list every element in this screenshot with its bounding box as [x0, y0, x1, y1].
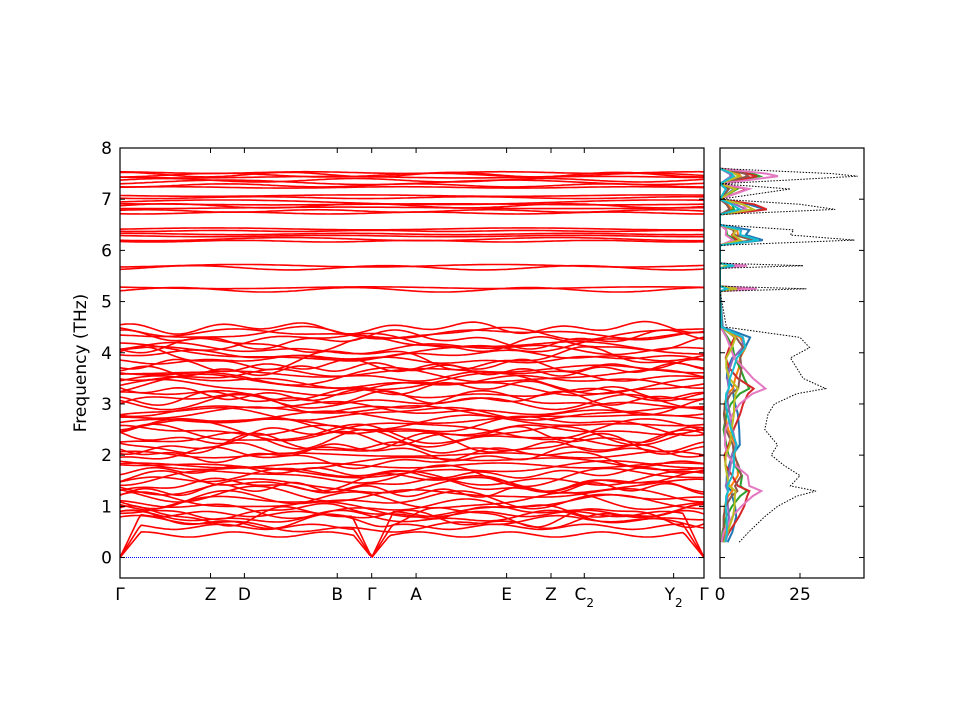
y-tick-label: 1 — [101, 497, 112, 517]
acoustic-branch — [120, 523, 704, 559]
phonon-band — [120, 460, 704, 479]
high-symmetry-label: D — [238, 585, 251, 605]
dos-lines — [720, 167, 858, 543]
phonon-band — [120, 329, 704, 350]
phonon-band — [120, 349, 704, 362]
high-symmetry-label: Γ — [367, 585, 377, 605]
optical-band — [120, 229, 704, 233]
dos-axis-ticks: 0 25 — [715, 147, 864, 605]
optical-band — [120, 286, 704, 290]
high-symmetry-label: Z — [205, 585, 217, 605]
phonon-band — [120, 414, 704, 431]
phonon-band — [120, 428, 704, 450]
x-axis-path-labels: Γ Z D B Γ A E Z C2 Y2 Γ — [115, 585, 709, 610]
optical-band — [120, 208, 704, 213]
dos-x-tick-label: 25 — [789, 585, 811, 605]
phonon-band — [120, 498, 704, 520]
dos-frame — [719, 147, 865, 579]
y-tick-label: 5 — [101, 293, 112, 313]
phonon-band — [120, 489, 704, 510]
optical-band — [120, 194, 704, 198]
phonon-band — [120, 405, 704, 420]
optical-band — [120, 170, 704, 175]
band-lines — [120, 170, 704, 559]
phonon-band — [120, 336, 704, 354]
optical-band — [120, 236, 704, 242]
y-tick-label: 2 — [101, 446, 112, 466]
dos-panel: 0 25 — [715, 147, 865, 605]
phonon-band — [120, 368, 704, 382]
phonon-band — [120, 509, 704, 530]
phonon-band — [120, 406, 704, 422]
y-tick-label: 4 — [101, 344, 112, 364]
optical-band — [120, 234, 704, 238]
phonon-band — [120, 340, 704, 361]
high-symmetry-label: B — [331, 585, 343, 605]
acoustic-branch — [120, 531, 704, 559]
y-axis-ticks: 0 1 2 3 4 5 6 7 8 — [101, 139, 704, 569]
phonon-band — [120, 325, 704, 341]
optical-band — [120, 206, 704, 210]
high-symmetry-label: C2 — [575, 585, 595, 610]
optical-band — [120, 199, 704, 206]
phonon-band — [120, 361, 704, 377]
phonon-band — [120, 502, 704, 521]
optical-band — [120, 227, 704, 231]
phonon-band — [120, 464, 704, 488]
phonon-band — [120, 400, 704, 418]
phonon-band — [120, 390, 704, 407]
total-dos-line — [720, 168, 858, 543]
partial-dos-line — [720, 167, 779, 543]
y-tick-label: 7 — [101, 190, 112, 210]
optical-band — [120, 263, 704, 268]
high-symmetry-label: Y2 — [664, 585, 683, 610]
high-symmetry-label: Γ — [699, 585, 709, 605]
partial-dos-line — [720, 167, 757, 543]
y-tick-label: 3 — [101, 395, 112, 415]
y-tick-label: 6 — [101, 241, 112, 261]
phonon-band — [120, 331, 704, 353]
y-axis-label: Frequency (THz) — [71, 294, 91, 433]
phonon-band — [120, 423, 704, 447]
dos-x-tick-label: 0 — [715, 585, 726, 605]
partial-dos-line — [720, 167, 760, 543]
phonon-band — [120, 456, 704, 471]
phonon-band — [120, 415, 704, 437]
optical-band — [120, 177, 704, 183]
phonon-band — [120, 491, 704, 511]
optical-band — [120, 175, 704, 179]
optical-band — [120, 185, 704, 189]
phonon-band — [120, 372, 704, 395]
band-frame — [119, 147, 705, 579]
optical-band — [120, 286, 704, 293]
phonon-band — [120, 380, 704, 402]
band-panel: 0 1 2 3 4 5 6 7 8 Γ Z D B Γ A E Z C2 Y2 Γ Frequency (THz) — [71, 139, 709, 610]
phonon-band — [120, 424, 704, 436]
phonon-band — [120, 432, 704, 455]
optical-band — [120, 232, 704, 236]
phonon-band — [120, 469, 704, 493]
phonon-band — [120, 462, 704, 469]
phonon-band — [120, 320, 704, 335]
y-tick-label: 0 — [101, 549, 112, 569]
optical-band — [120, 195, 704, 200]
phonon-band — [120, 410, 704, 424]
high-symmetry-label: E — [501, 585, 512, 605]
phonon-band — [120, 450, 704, 459]
high-symmetry-label: Γ — [115, 585, 125, 605]
high-symmetry-label: Z — [545, 585, 557, 605]
y-tick-label: 8 — [101, 139, 112, 159]
phonon-band — [120, 354, 704, 365]
high-symmetry-label: A — [410, 585, 422, 605]
phonon-band — [120, 443, 704, 464]
optical-band — [120, 171, 704, 178]
phonon-band — [120, 387, 704, 402]
phonon-band — [120, 390, 704, 416]
phonon-band — [120, 358, 704, 373]
